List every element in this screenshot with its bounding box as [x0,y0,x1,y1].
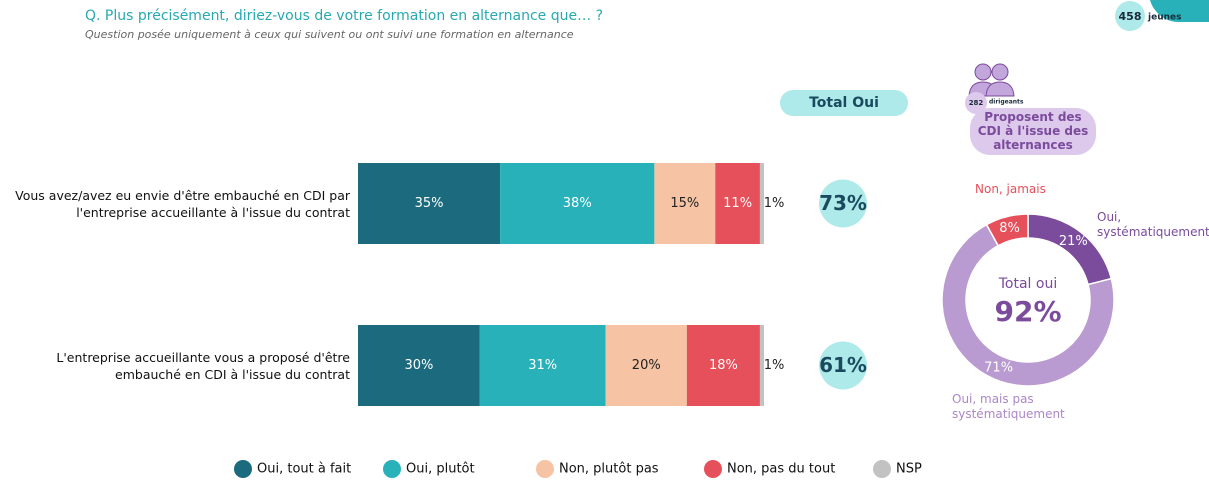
total-badge [819,179,867,228]
total-header-pill [780,90,908,116]
respondents-label: jeunes [1147,13,1181,23]
legend-label: Oui, tout à fait [257,462,351,477]
dirigeants-count: 282 [969,99,984,107]
bar-segment [686,325,760,406]
bar-segment [759,325,764,406]
dirigeants-label: dirigeants [989,99,1024,106]
subtitle: Question posée uniquement à ceux qui sui… [85,28,574,41]
bar-segment [759,163,764,244]
legend-label: Non, pas du tout [727,462,835,477]
bar-label: 38% [563,196,592,211]
bar-segment [358,163,501,244]
donut-value-label: 21% [1059,234,1088,249]
donut-segment [985,213,1029,247]
legend-swatch [383,460,401,478]
legend-swatch [873,460,891,478]
total-header: Total Oui [809,95,879,111]
total-label: 61% [819,353,867,377]
decor-icon [1150,0,1209,23]
bar-label: 20% [632,358,661,373]
donut-category-label: Oui, systématiquement [1097,210,1209,239]
donut-category-label: Non, jamais [975,182,1046,196]
center-label: Total oui [998,276,1057,292]
donut-value-label: 71% [984,360,1013,375]
bar-segment [500,163,655,244]
category-label: L'entreprise accueillante vous a proposé… [56,349,350,382]
bar-label: 1% [764,196,785,211]
total-label: 73% [819,191,867,215]
bar-label: 35% [415,196,444,211]
bar-segment [715,163,760,244]
legend-swatch [234,460,252,478]
bar-label: 30% [404,358,433,373]
legend-label: NSP [896,462,922,477]
category-label: Vous avez/avez eu envie d'être embauché … [15,187,350,220]
legend-label: Oui, plutôt [406,462,475,477]
bar-label: 1% [764,358,785,373]
legend-label: Non, plutôt pas [559,462,659,477]
bar-segment [654,163,716,244]
center-total: 92% [994,295,1061,328]
bar-label: 11% [723,196,752,211]
title: Q. Plus précisément, diriez-vous de votr… [85,8,603,24]
bar-segment [605,325,687,406]
respondents-badge [1115,1,1145,31]
donut-title: Proposent des CDI à l'issue des alternan… [977,110,1089,152]
bar-label: 15% [670,196,699,211]
bar-segment [358,325,480,406]
people-icon [968,63,1015,97]
donut-segment [941,223,1115,387]
bar-segment [479,325,606,406]
bar-label: 31% [528,358,557,373]
legend-swatch [536,460,554,478]
donut-value-label: 8% [999,221,1020,236]
donut-title-pill [970,108,1096,155]
bar-label: 18% [709,358,738,373]
total-badge [819,341,867,390]
legend-swatch [704,460,722,478]
respondents-count: 458 [1119,10,1142,23]
dirigeants-badge [965,92,987,114]
donut-category-label: Oui, mais pas systématiquement [952,392,1065,421]
